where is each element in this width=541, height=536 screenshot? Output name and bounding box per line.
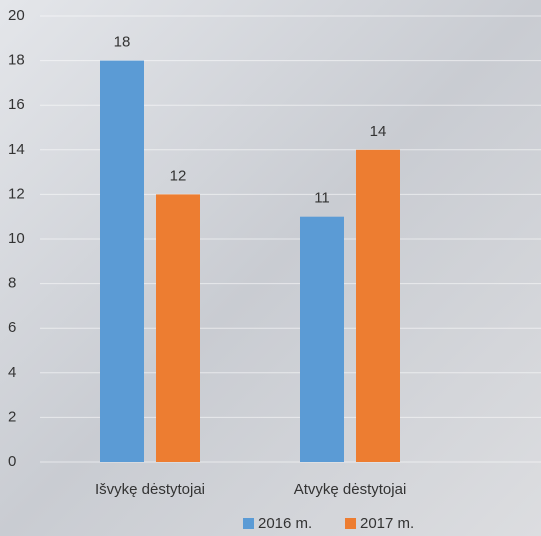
y-tick-label: 18: [8, 52, 25, 69]
legend-swatch: [345, 518, 356, 529]
x-tick-label: Išvykę dėstytojai: [95, 481, 205, 498]
chart: 0 2 4 6 8 10 12 14 16 18 20 Išvykę dėstytojai 18 12 At…: [0, 0, 541, 536]
page: 0 2 4 6 8 10 12 14 16 18 20 Išvykę dėstytojai 18 12 At…: [0, 0, 541, 536]
y-tick-label: 20: [8, 7, 25, 24]
y-tick-label: 6: [8, 319, 16, 336]
y-tick-label: 12: [8, 185, 25, 202]
data-label: 14: [370, 123, 387, 140]
legend-swatch: [243, 518, 254, 529]
data-label: 11: [314, 190, 330, 207]
y-tick-label: 16: [8, 96, 25, 113]
bar: [100, 61, 144, 462]
bar: [156, 194, 200, 462]
data-label: 18: [114, 34, 131, 51]
x-tick-label: Atvykę dėstytojai: [294, 481, 407, 498]
data-label: 12: [170, 167, 187, 184]
legend-label: 2017 m.: [360, 515, 414, 532]
y-tick-label: 14: [8, 141, 25, 158]
y-tick-label: 0: [8, 453, 16, 470]
background: [0, 0, 541, 536]
y-tick-label: 10: [8, 230, 25, 247]
bar: [356, 150, 400, 462]
y-tick-label: 4: [8, 364, 16, 381]
y-tick-label: 2: [8, 408, 16, 425]
y-tick-label: 8: [8, 275, 16, 292]
bar: [300, 217, 344, 462]
legend-label: 2016 m.: [258, 515, 312, 532]
